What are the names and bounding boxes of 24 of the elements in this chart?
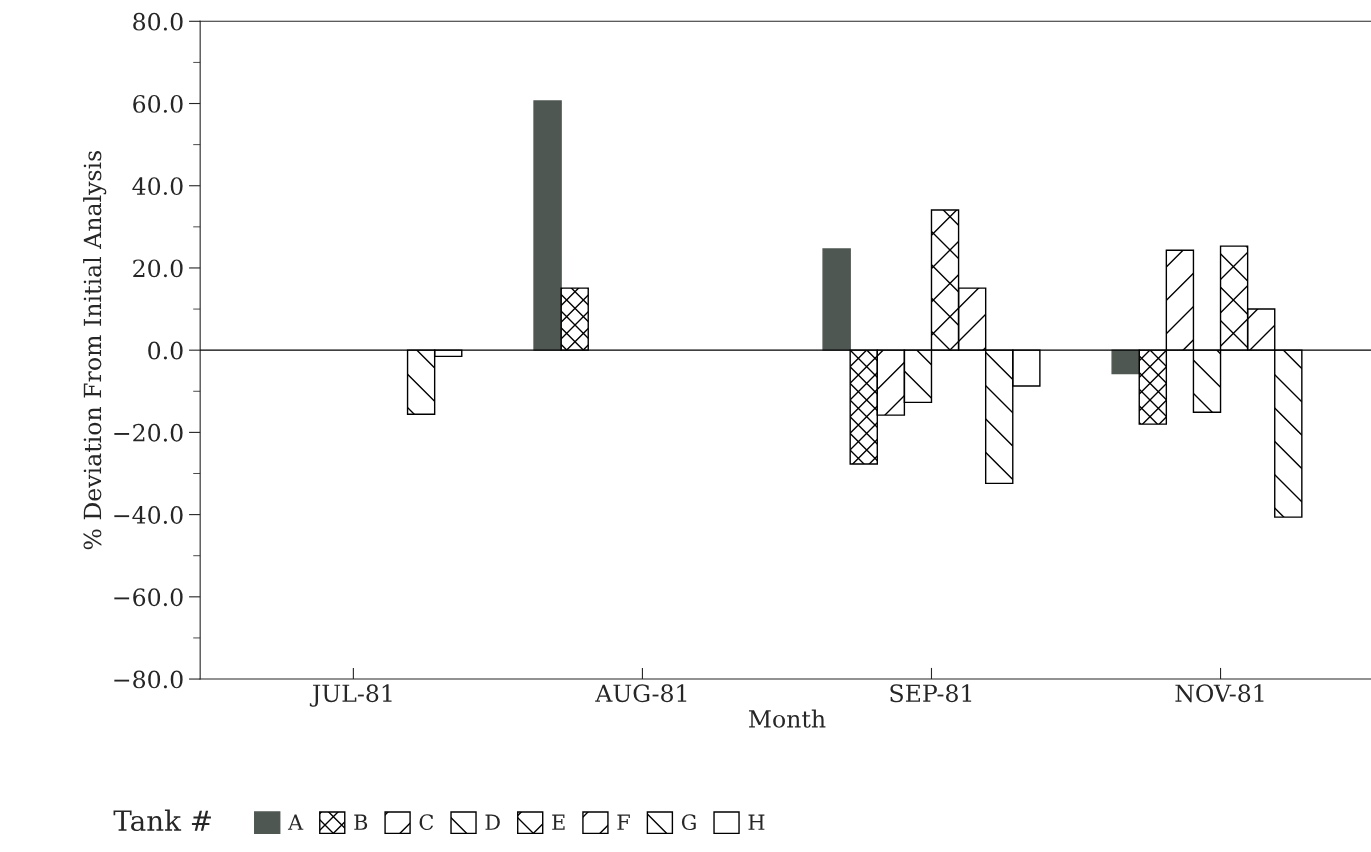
- x-axis-title: Month: [748, 709, 826, 728]
- x-tick-label: JUL-81: [309, 684, 392, 707]
- y-tick-label: −80.0: [114, 670, 183, 689]
- x-tick-label: SEP-81: [890, 684, 972, 703]
- legend-label: A: [287, 814, 304, 830]
- legend-label: H: [748, 814, 765, 830]
- y-tick-label: 40.0: [132, 177, 183, 196]
- legend-label: E: [552, 814, 565, 830]
- x-tick-label: NOV-81: [1175, 684, 1264, 703]
- legend-label: D: [485, 814, 500, 830]
- legend-title: Tank #: [113, 809, 211, 832]
- y-tick-label: −40.0: [114, 506, 183, 524]
- legend-label: C: [419, 814, 434, 831]
- legend-label: B: [354, 814, 368, 830]
- y-axis-title: % Deviation From Initial Analysis: [83, 150, 107, 550]
- y-tick-label: −60.0: [114, 588, 183, 607]
- legend-label: G: [681, 814, 696, 831]
- x-tick-label: AUG-81: [595, 684, 687, 703]
- y-tick-label: 60.0: [133, 94, 183, 113]
- y-tick-label: −20.0: [114, 423, 183, 442]
- y-tick-label: 20.0: [133, 259, 183, 278]
- y-tick-label: 80.0: [133, 12, 183, 31]
- legend-label: F: [617, 814, 630, 830]
- y-tick-label: 0.0: [148, 341, 183, 360]
